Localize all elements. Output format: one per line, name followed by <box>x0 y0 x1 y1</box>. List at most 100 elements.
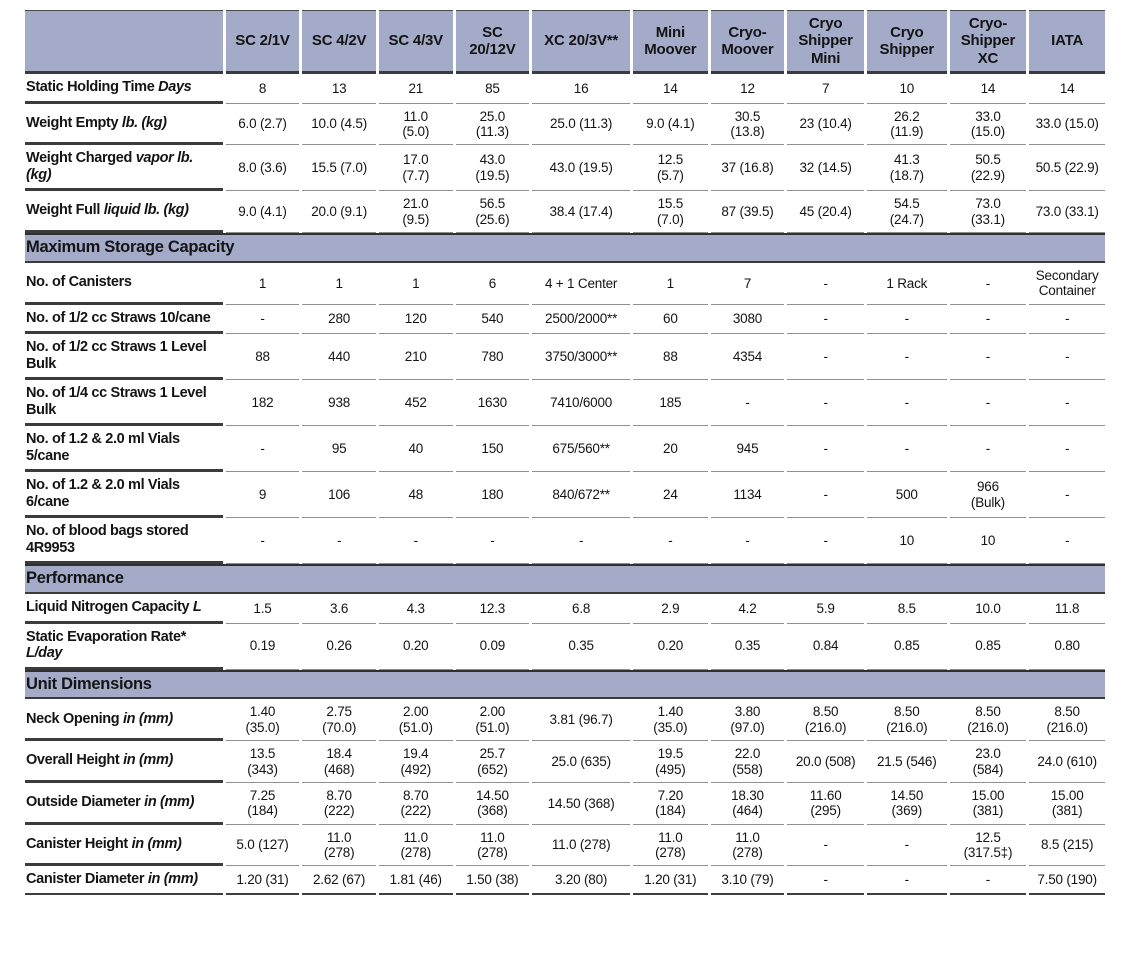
datasheet-page: SC 2/1V SC 4/2V SC 4/3V SC 20/12V XC 20/3V**… <box>22 10 1108 895</box>
row-label: Canister Height in (mm) <box>25 825 223 867</box>
cell: 11.0 (278) <box>710 825 785 867</box>
cell: 16 <box>532 74 631 104</box>
cell: - <box>1029 426 1105 473</box>
cell: 19.4 (492) <box>378 741 453 783</box>
cell: - <box>1029 472 1105 519</box>
cell: - <box>1029 380 1105 427</box>
column-header: SC 2/1V <box>225 10 300 74</box>
cell: 3.20 (80) <box>532 866 631 895</box>
cell: - <box>787 263 864 305</box>
table-header: SC 2/1V SC 4/2V SC 4/3V SC 20/12V XC 20/3V**… <box>25 10 1105 74</box>
row-label-unit: L/day <box>26 645 63 662</box>
table-row: Canister Height in (mm) 5.0 (127) 11.0 (27… <box>25 825 1105 867</box>
row-label-unit: L <box>192 599 202 616</box>
cell: 1.20 (31) <box>225 866 300 895</box>
row-label: Canister Diameter in (mm) <box>25 866 223 895</box>
table-row: No. of blood bags stored 4R9953- - - - - - - -1… <box>25 518 1105 565</box>
cell: 6.0 (2.7) <box>225 104 300 146</box>
cell: 8.50 (216.0) <box>1029 699 1105 742</box>
cell: 8.70 (222) <box>302 783 376 825</box>
cell: 11.8 <box>1029 594 1105 624</box>
cell: 1.40 (35.0) <box>225 699 300 742</box>
cell: 88 <box>225 334 300 381</box>
cell: - <box>532 518 631 565</box>
cell: 48 <box>378 472 453 519</box>
cell: 8.50 (216.0) <box>787 699 864 742</box>
row-label-unit: vapor lb. (kg) <box>26 150 193 183</box>
row-label-text: No. of 1/2 cc Straws 10/cane <box>26 309 211 326</box>
cell: - <box>1029 518 1105 565</box>
cell: 7.20 (184) <box>633 783 708 825</box>
cell: 1 Rack <box>866 263 947 305</box>
row-label-text: No. of 1.2 & 2.0 ml Vials 5/cane <box>26 431 180 464</box>
header-row: SC 2/1V SC 4/2V SC 4/3V SC 20/12V XC 20/3V**… <box>25 10 1105 74</box>
cell: 25.0 (11.3) <box>532 104 631 146</box>
cell: 1630 <box>455 380 530 427</box>
table-row: No. of 1/2 cc Straws 10/cane -280 120 540 25… <box>25 305 1105 335</box>
cryo-shipper-spec-table: SC 2/1V SC 4/2V SC 4/3V SC 20/12V XC 20/3V**… <box>22 10 1108 895</box>
cell: 20.0 (508) <box>787 741 864 783</box>
cell: - <box>787 518 864 565</box>
cell: 56.5 (25.6) <box>455 191 530 234</box>
row-label-text: Static Holding Time <box>26 79 159 95</box>
cell: 13.5 (343) <box>225 741 300 783</box>
row-label-text: Weight Charged <box>26 150 136 167</box>
cell: 1.5 <box>225 594 300 624</box>
cell: 8.5 (215) <box>1029 825 1105 867</box>
row-label-text: Neck Opening <box>26 710 123 727</box>
row-label: No. of 1/2 cc Straws 1 Level Bulk <box>25 334 223 381</box>
cell: 11.0 (5.0) <box>378 104 453 146</box>
cell: 43.0 (19.5) <box>455 145 530 192</box>
column-header-blank <box>25 10 223 74</box>
row-label-text: No. of blood bags stored 4R9953 <box>26 523 189 556</box>
cell: 1 <box>225 263 300 305</box>
row-label-text: No. of 1.2 & 2.0 ml Vials 6/cane <box>26 477 180 510</box>
cell: - <box>787 426 864 473</box>
cell: 12.3 <box>455 594 530 624</box>
cell: - <box>949 426 1027 473</box>
cell: - <box>787 305 864 335</box>
cell: - <box>787 472 864 519</box>
cell: 182 <box>225 380 300 427</box>
cell: 41.3 (18.7) <box>866 145 947 192</box>
cell: 6.8 <box>532 594 631 624</box>
cell: 0.85 <box>949 624 1027 670</box>
cell: 500 <box>866 472 947 519</box>
cell: 120 <box>378 305 453 335</box>
cell: 3.6 <box>302 594 376 624</box>
row-label-text: Static Evaporation Rate* <box>26 628 187 645</box>
cell: 21 <box>378 74 453 104</box>
row-label-text: Weight Full <box>26 202 104 219</box>
cell: 15.00 (381) <box>949 783 1027 825</box>
cell: 0.80 <box>1029 624 1105 670</box>
cell: 11.0 (278) <box>378 825 453 867</box>
table-row: No. of Canisters 1 1 1 6 4 + 1 Center 1 7-1 Rac… <box>25 263 1105 305</box>
cell: 4354 <box>710 334 785 381</box>
cell: 50.5 (22.9) <box>949 145 1027 192</box>
column-header: SC 4/3V <box>378 10 453 74</box>
cell: 0.84 <box>787 624 864 670</box>
cell: Secondary Container <box>1029 263 1105 305</box>
cell: 938 <box>302 380 376 427</box>
cell: 1 <box>302 263 376 305</box>
row-label-text: Canister Diameter <box>26 871 148 888</box>
table-row: Weight Empty lb. (kg) 6.0 (2.7) 10.0 (4.5)… <box>25 104 1105 146</box>
cell: 440 <box>302 334 376 381</box>
cell: - <box>225 518 300 565</box>
cell: 22.0 (558) <box>710 741 785 783</box>
cell: - <box>866 305 947 335</box>
cell: 3.80 (97.0) <box>710 699 785 742</box>
cell: 9.0 (4.1) <box>225 191 300 234</box>
cell: 7 <box>710 263 785 305</box>
cell: 2.00 (51.0) <box>378 699 453 742</box>
row-label-text: Overall Height <box>26 752 124 769</box>
cell: 0.09 <box>455 624 530 670</box>
row-label: Neck Opening in (mm) <box>25 699 223 742</box>
cell: 1.50 (38) <box>455 866 530 895</box>
row-label-unit: Days <box>158 79 192 95</box>
cell: 38.4 (17.4) <box>532 191 631 234</box>
cell: 2.75 (70.0) <box>302 699 376 742</box>
table-row: Canister Diameter in (mm) 1.20 (31) 2.62 (… <box>25 866 1105 895</box>
cell: 2.00 (51.0) <box>455 699 530 742</box>
cell: 7.50 (190) <box>1029 866 1105 895</box>
